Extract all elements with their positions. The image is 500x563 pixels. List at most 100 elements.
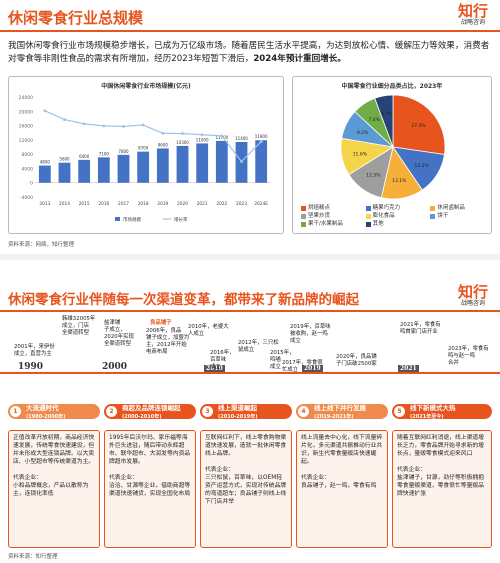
ann-bestore-2500: 2020年，良品铺 子门店破2500家: [336, 354, 377, 367]
ann-zhaoyiming: 2019年，百草味 被收购，赵一鸣 成立: [290, 324, 331, 344]
x-tick-label: 2016: [98, 201, 109, 207]
bar: [215, 140, 228, 183]
bar: [137, 151, 150, 183]
ann-yanjin: 盐津铺 子成立， 2020年实现 全渠道转型: [104, 320, 134, 347]
era-3-header: 3 线上渠道崛起 (2010-2019年): [200, 404, 292, 420]
y-tick-label: 4000: [22, 166, 34, 172]
page2-title: 休闲零食行业伴随每一次渠道变革，都带来了新品牌的崛起: [8, 292, 359, 308]
legend-label-bar: 市场规模: [123, 216, 141, 223]
page2-logo: 知行 战略咨询: [458, 284, 488, 308]
page2-source: 资料来源：知行整理: [8, 554, 58, 560]
bar: [117, 154, 130, 183]
growth-point: [200, 133, 204, 137]
timeline-area: 1990 2000 2010 2019 2021 2001年，来伊份 成立，直营…: [0, 314, 500, 400]
page-gap: [0, 254, 500, 260]
page1-source: 资料来源：网络，知行整理: [8, 242, 75, 248]
y-tick-label: 24000: [19, 95, 33, 101]
bar: [255, 140, 268, 183]
pie-legend-swatch: [301, 214, 306, 219]
bar: [176, 145, 189, 183]
ann-laiyifen: 2001年，来伊份 成立，直营为主: [14, 344, 55, 357]
logo-sub-2: 战略咨询: [460, 300, 485, 307]
year-2019: 2019: [302, 365, 323, 372]
growth-point: [220, 134, 224, 138]
x-tick-label: 2024E: [254, 201, 268, 207]
year-2021: 2021: [398, 365, 419, 372]
ann-1: 韩维32005年 成立，门店 全渠道转型: [62, 316, 96, 336]
growth-point: [122, 125, 125, 128]
growth-point: [63, 118, 66, 121]
bar: [156, 148, 169, 183]
pie-chart-svg: 27.3% 13.2% 13.1% 12.5% 11.6% 9.2% 7.4%5.7%: [340, 94, 446, 200]
x-tick-label: 2023: [236, 201, 247, 207]
bar-value-label: 6400: [79, 154, 90, 159]
pie-value-label: 27.3%: [411, 123, 426, 129]
ann-laopodaren: 2010年，老婆大 人成立: [188, 324, 229, 337]
era-2-header: 2 商超及品牌连锁崛起 (2000-2010年): [104, 404, 196, 420]
ann-2015: 2015年， 鸣喵 成立: [270, 350, 295, 370]
pie-legend-item: 膨化食品: [365, 213, 427, 220]
bar-value-label: 9600: [158, 142, 169, 147]
pie-slice: [374, 94, 394, 148]
era-1-header: 1 大流通时代 (1980-2000年): [8, 404, 100, 420]
growth-point: [141, 123, 145, 127]
x-tick-label: 2015: [79, 201, 90, 207]
x-tick-label: 2017: [118, 201, 129, 207]
ann-three-squirrels: 2012年，三只松 鼠成立: [238, 340, 279, 353]
pie-legend-item: 饼干: [430, 213, 491, 220]
paragraph-highlight: 2024年预计重回增长。: [253, 54, 346, 64]
y-tick-label: 0: [30, 181, 33, 187]
growth-point: [82, 122, 86, 126]
legend-label-line: 增长率: [174, 216, 188, 223]
x-tick-label: 2022: [216, 201, 227, 207]
growth-point: [161, 131, 165, 135]
pie-chart-title: 中国零食行业细分品类占比，2023年: [341, 83, 443, 90]
ann-lingshiyouming: 2021年，零食有 鸣首家门店开业: [400, 322, 441, 335]
pie-legend-label: 果干/水果制品: [308, 221, 343, 227]
bar: [38, 165, 51, 183]
pie-legend-swatch: [301, 206, 306, 211]
growth-point: [259, 140, 263, 143]
logo-main: 知行: [457, 2, 488, 20]
pie-legend-swatch: [365, 206, 371, 211]
pie-legend-item: 烘焙糕点: [301, 205, 362, 212]
page1-logo: 知行 战略咨询: [458, 3, 488, 27]
growth-point: [102, 124, 106, 128]
paragraph-text: 我国休闲零食行业市场规模稳步增长，已成为万亿级市场。随着居民生活水平提高，为达到…: [8, 41, 490, 64]
x-tick-label: 2019: [157, 201, 168, 207]
pie-legend-swatch: [430, 214, 436, 219]
growth-point: [181, 132, 184, 135]
y-tick-label: 12000: [19, 138, 33, 144]
pie-value-label: 12.5%: [366, 173, 381, 179]
pie-value-label: 7.4%: [368, 117, 380, 123]
pie-legend-label: 糖果巧克力: [372, 205, 401, 211]
y-tick-label: 16000: [19, 124, 33, 130]
pie-legend-label: 其他: [372, 221, 384, 227]
pie-legend-label: 休闲卤制品: [437, 205, 465, 211]
era-5-box: 随着互联网红利消退，线上渠道增长乏力，零食品牌开始寻求新的增长点，量贩零食模式迎…: [392, 430, 492, 548]
pie-value-label: 5.7%: [381, 112, 393, 118]
y-tick-label: -4000: [20, 195, 33, 201]
pie-legend-swatch: [365, 214, 371, 219]
pie-slice: [392, 94, 446, 155]
pie-legend-item: 其他: [365, 221, 427, 228]
page1-paragraph: 我国休闲零食行业市场规模稳步增长，已成为万亿级市场。随着居民生活水平提高，为达到…: [8, 40, 494, 66]
bar-value-label: 11900: [255, 134, 268, 139]
ann-baicaowei: 2016年， 百草味 成立: [210, 350, 235, 370]
logo-main-2: 知行: [457, 283, 488, 301]
y-tick-label: 20000: [19, 109, 33, 115]
era-2-box: 1995年后沃尔玛、家乐福等海外巨头进驻，随后带动永辉超市、联华超市、大润发等内…: [104, 430, 196, 548]
pie-legend-item: 糖果巧克力: [365, 205, 427, 212]
x-tick-label: 2020: [177, 201, 188, 207]
ann-lingshihenmang: 2017年，零食很 忙成立: [282, 360, 323, 373]
bar: [78, 159, 91, 183]
pie-value-label: 13.2%: [415, 163, 430, 169]
x-tick-label: 2014: [59, 201, 70, 207]
year-2000: 2000: [102, 362, 128, 372]
bar-value-label: 10300: [176, 140, 189, 145]
market-size-chart: 中国休闲零食行业市场规模(亿元) 24000 20000 16000 12000 800…: [8, 76, 284, 234]
era-1-box: 正值改革开放初期，商品经济快速发展，传统零食快速建设，但并未形成大型连锁品牌。以…: [8, 430, 100, 548]
growth-point: [43, 109, 47, 113]
year-2010: 2010: [204, 365, 225, 372]
pie-legend-label: 烘焙糕点: [308, 205, 331, 211]
